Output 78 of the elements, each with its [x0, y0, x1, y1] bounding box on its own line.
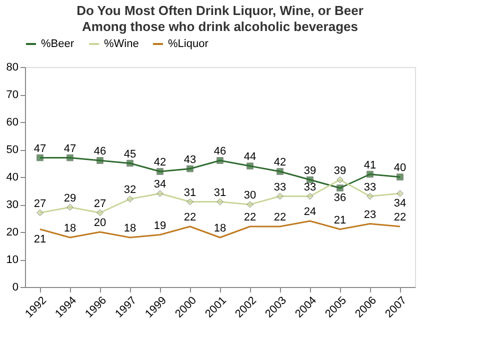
point — [306, 192, 314, 200]
data-label: 40 — [394, 162, 406, 174]
data-label: 31 — [214, 186, 226, 199]
data-label: 46 — [214, 146, 226, 158]
data-label: 43 — [184, 154, 196, 166]
y-tick-label: 80 — [6, 62, 18, 74]
point — [246, 162, 254, 170]
data-label: 24 — [304, 206, 316, 218]
y-tick-label: 40 — [6, 172, 18, 184]
point — [186, 165, 194, 172]
y-tick-label: 70 — [6, 89, 18, 101]
legend-label: %Beer — [41, 38, 74, 50]
point — [276, 168, 284, 175]
data-label: 33 — [274, 181, 286, 194]
data-label: 29 — [64, 192, 76, 204]
point — [186, 198, 194, 206]
point — [66, 204, 74, 211]
point — [276, 192, 284, 200]
data-label: 34 — [154, 178, 166, 190]
point — [156, 168, 164, 175]
data-label: 30 — [244, 190, 256, 202]
data-label: 22 — [244, 212, 256, 224]
point — [126, 196, 134, 202]
data-label: 33 — [364, 181, 376, 194]
data-label: 42 — [154, 156, 166, 168]
point — [216, 198, 224, 206]
chart-subtitle: Among those who drink alcoholic beverages — [82, 19, 358, 34]
data-label: 21 — [334, 214, 346, 226]
data-label: 46 — [94, 146, 106, 158]
point — [156, 190, 164, 197]
point — [366, 192, 374, 200]
y-tick-label: 10 — [6, 254, 18, 266]
data-label: 22 — [274, 212, 286, 224]
data-label: 33 — [304, 181, 316, 194]
point — [366, 170, 374, 178]
point — [66, 154, 74, 162]
y-tick-label: 30 — [6, 199, 18, 211]
data-label: 22 — [394, 212, 406, 224]
y-tick-label: 60 — [6, 116, 18, 128]
data-label: 27 — [94, 198, 106, 210]
point — [126, 160, 134, 167]
data-label: 42 — [274, 156, 286, 168]
point — [36, 209, 44, 216]
data-label: 39 — [334, 164, 346, 177]
data-label: 36 — [334, 192, 346, 204]
point — [36, 154, 44, 162]
point — [336, 184, 344, 192]
data-label: 21 — [34, 233, 46, 246]
data-label: 39 — [304, 164, 316, 177]
point — [336, 176, 344, 184]
point — [246, 201, 254, 208]
data-label: 19 — [154, 220, 166, 232]
data-label: 18 — [64, 222, 76, 234]
data-label: 20 — [94, 217, 106, 229]
data-label: 32 — [124, 184, 136, 196]
data-label: 34 — [394, 198, 406, 210]
data-label: 41 — [364, 159, 376, 172]
data-label: 27 — [34, 198, 46, 210]
y-tick-label: 20 — [6, 226, 18, 238]
data-label: 23 — [364, 208, 376, 221]
point — [96, 209, 104, 216]
point — [396, 190, 404, 197]
y-tick-label: 50 — [6, 144, 18, 156]
data-label: 47 — [34, 142, 46, 155]
data-label: 22 — [184, 212, 196, 224]
data-label: 45 — [124, 148, 136, 160]
point — [96, 157, 104, 164]
point — [216, 157, 224, 164]
legend-label: %Liquor — [168, 38, 209, 50]
data-label: 31 — [184, 186, 196, 199]
data-label: 44 — [244, 151, 256, 163]
point — [396, 174, 404, 180]
data-label: 18 — [124, 222, 136, 234]
data-label: 18 — [214, 222, 226, 234]
legend-label: %Wine — [104, 38, 139, 50]
y-tick-label: 0 — [12, 282, 18, 294]
chart-title: Do You Most Often Drink Liquor, Wine, or Beer — [76, 3, 364, 18]
data-label: 47 — [64, 142, 76, 155]
